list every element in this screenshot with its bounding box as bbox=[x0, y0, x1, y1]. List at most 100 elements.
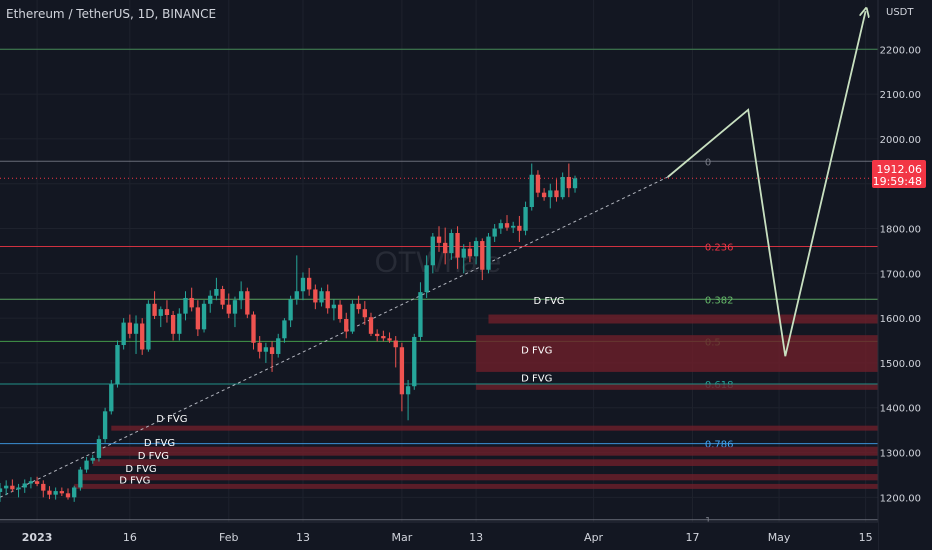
candle-body bbox=[387, 338, 392, 341]
candle bbox=[331, 299, 337, 321]
candle-body bbox=[443, 242, 448, 254]
candle bbox=[436, 226, 442, 252]
candle-body bbox=[449, 232, 454, 254]
candle-body bbox=[337, 304, 343, 320]
candle-body bbox=[0, 488, 3, 492]
fvg-zone-0 bbox=[488, 314, 878, 324]
price-axis[interactable]: 1200.00 1300.00 1400.00 1500.00 1600.00 1700.… bbox=[877, 0, 932, 550]
time-axis[interactable]: 2023 16 Feb 13 Mar 13 Apr 17 May 15 bbox=[0, 521, 878, 550]
candle bbox=[22, 479, 27, 493]
candle-body bbox=[498, 223, 503, 229]
candle bbox=[319, 287, 324, 307]
candle-body bbox=[523, 207, 528, 231]
candle bbox=[480, 238, 485, 281]
candle-body bbox=[492, 228, 497, 237]
candle-body bbox=[263, 347, 269, 352]
candle bbox=[535, 170, 541, 198]
candle-body bbox=[47, 490, 52, 495]
candle-body bbox=[541, 192, 547, 198]
candle-body bbox=[269, 347, 275, 354]
candle bbox=[424, 255, 429, 298]
candle-body bbox=[572, 178, 578, 189]
time-tick-1: 16 bbox=[123, 531, 137, 544]
candle bbox=[109, 379, 114, 415]
candle-body bbox=[84, 460, 89, 470]
candle bbox=[195, 300, 201, 337]
candle bbox=[461, 244, 466, 274]
price-badge: 1912.06 19:59:48 bbox=[872, 160, 926, 188]
candle bbox=[504, 215, 510, 231]
candle bbox=[523, 201, 528, 236]
candle-body bbox=[331, 304, 337, 309]
candle bbox=[381, 330, 386, 342]
candle-body bbox=[158, 309, 163, 316]
candle-body bbox=[10, 485, 15, 490]
candle bbox=[72, 485, 77, 502]
candle bbox=[121, 318, 126, 350]
time-tick-4: Mar bbox=[392, 531, 413, 544]
candle bbox=[560, 172, 565, 200]
candle-body bbox=[115, 345, 120, 385]
candle bbox=[140, 318, 145, 355]
fvg-zone-5 bbox=[92, 459, 879, 466]
candle bbox=[368, 312, 374, 337]
time-tick-5: 13 bbox=[469, 531, 483, 544]
candle bbox=[356, 295, 361, 314]
candle bbox=[245, 287, 250, 319]
candle bbox=[325, 284, 330, 314]
level-label-1: 0 bbox=[705, 157, 711, 168]
candle bbox=[486, 232, 491, 274]
fvg-zone-3 bbox=[111, 425, 878, 431]
candle bbox=[443, 227, 448, 265]
candle-body bbox=[467, 248, 473, 257]
candle bbox=[529, 163, 534, 211]
candle-body bbox=[53, 491, 58, 495]
candle-body bbox=[96, 439, 102, 458]
candle-body bbox=[4, 485, 9, 489]
candle bbox=[282, 318, 287, 343]
candle-body bbox=[170, 314, 176, 334]
candle-body bbox=[362, 309, 367, 318]
candle-body bbox=[548, 190, 553, 198]
candle-body bbox=[399, 347, 405, 395]
price-tick-8: 2000.00 bbox=[880, 135, 921, 146]
candle bbox=[115, 340, 120, 388]
candle-body bbox=[344, 319, 349, 332]
candle-body bbox=[511, 225, 516, 228]
candle bbox=[59, 487, 64, 497]
candle bbox=[189, 287, 194, 312]
candle-body bbox=[214, 289, 219, 296]
fvg-label-7: D FVG bbox=[119, 475, 150, 486]
candle bbox=[554, 179, 559, 202]
fvg-zone-7 bbox=[74, 483, 878, 489]
candle-body bbox=[535, 174, 541, 193]
candle-body bbox=[368, 317, 374, 334]
candle bbox=[84, 457, 89, 473]
candle bbox=[572, 175, 578, 193]
price-tick-1: 1300.00 bbox=[880, 449, 921, 460]
candle-body bbox=[288, 299, 293, 321]
time-tick-6: Apr bbox=[584, 531, 604, 544]
candle bbox=[498, 219, 503, 234]
time-tick-8: May bbox=[768, 531, 791, 544]
candle bbox=[412, 333, 417, 390]
candle bbox=[300, 272, 306, 301]
candle bbox=[78, 466, 83, 491]
candle bbox=[4, 480, 9, 496]
candle-body bbox=[405, 386, 411, 395]
price-badge-box bbox=[872, 160, 926, 188]
candle bbox=[226, 293, 231, 319]
candle bbox=[152, 291, 157, 320]
candle-body bbox=[232, 300, 238, 314]
candle-body bbox=[220, 289, 225, 305]
price-badge-price: 1912.06 bbox=[877, 163, 923, 176]
candle-body bbox=[325, 291, 330, 309]
candle bbox=[548, 183, 553, 209]
candle-body bbox=[238, 291, 244, 301]
time-tick-2: Feb bbox=[219, 531, 238, 544]
candle-body bbox=[486, 236, 491, 270]
candle bbox=[34, 476, 40, 487]
